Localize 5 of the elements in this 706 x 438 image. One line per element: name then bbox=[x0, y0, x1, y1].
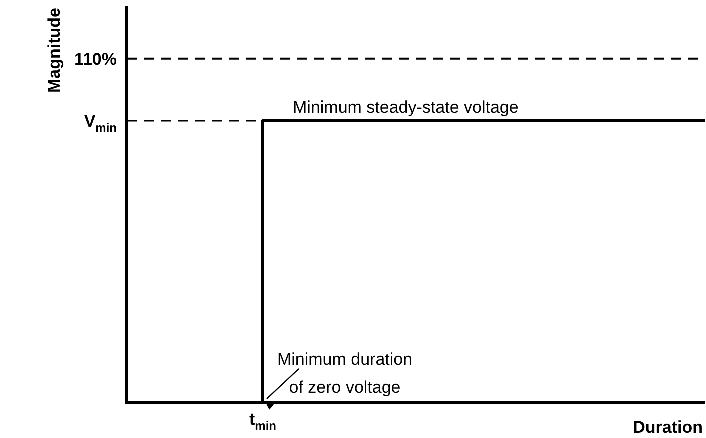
x-axis-title: Duration bbox=[633, 418, 704, 437]
annotation: Minimum duration of zero voltage bbox=[277, 350, 413, 397]
y-axis-title: Magnitude bbox=[45, 8, 64, 93]
text: Minimum steady-state voltage bbox=[293, 98, 519, 117]
text: 110% bbox=[74, 50, 118, 69]
